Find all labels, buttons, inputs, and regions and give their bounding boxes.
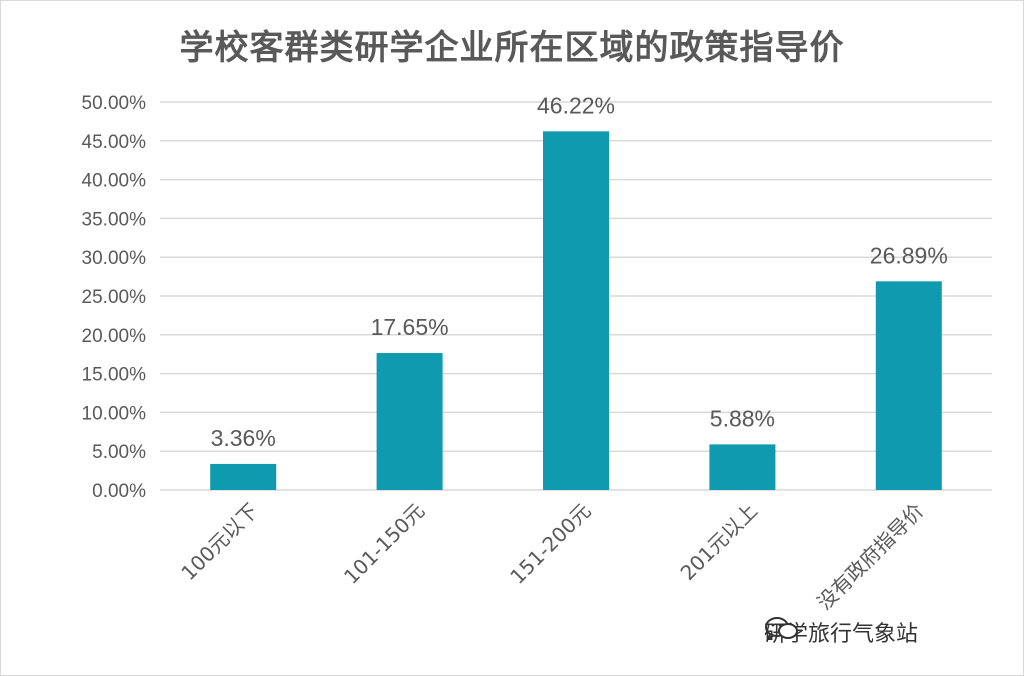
data-labels: 3.36% 17.65% 46.22% 5.88% 26.89% [211, 92, 948, 451]
y-tick-label: 35.00% [82, 209, 147, 230]
data-label: 5.88% [710, 405, 775, 431]
y-tick-label: 40.00% [82, 171, 147, 192]
x-axis-labels: 100元以下 101-150元 151-200元 201元以上 没有政府指导价 [176, 499, 928, 615]
data-label: 3.36% [211, 425, 276, 451]
y-tick-label: 25.00% [82, 287, 147, 308]
x-tick-label: 没有政府指导价 [812, 499, 928, 615]
y-tick-label: 45.00% [82, 132, 147, 153]
y-tick-label: 15.00% [82, 365, 147, 386]
bar [210, 463, 277, 490]
y-axis-ticks: 0.00% 5.00% 10.00% 15.00% 20.00% 25.00% 30.00%… [82, 93, 147, 502]
y-tick-label: 50.00% [82, 93, 147, 114]
x-tick-label: 151-200元 [505, 499, 595, 589]
y-tick-label: 20.00% [82, 326, 147, 347]
y-tick-label: 10.00% [82, 403, 147, 424]
data-label: 46.22% [537, 92, 615, 118]
bar [376, 353, 443, 490]
x-tick-label: 201元以上 [676, 499, 762, 585]
x-tick-label: 101-150元 [339, 499, 429, 589]
data-label: 17.65% [371, 314, 449, 340]
bar [709, 444, 776, 490]
y-tick-label: 5.00% [92, 442, 146, 463]
watermark: 研学旅行气象站 [764, 616, 918, 648]
bar [543, 131, 609, 490]
y-tick-label: 0.00% [92, 481, 146, 502]
data-label: 26.89% [870, 242, 948, 268]
y-tick-label: 30.00% [82, 248, 147, 269]
chart-title: 学校客群类研学企业所在区域的政策指导价 [179, 28, 845, 68]
bar [875, 281, 942, 490]
wechat-icon [765, 617, 798, 642]
bars [210, 131, 942, 490]
x-tick-label: 100元以下 [176, 499, 262, 585]
